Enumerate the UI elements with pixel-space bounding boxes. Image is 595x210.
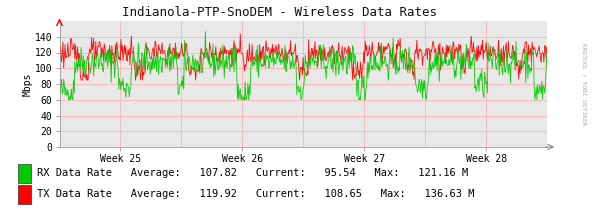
Text: Indianola-PTP-SnoDEM - Wireless Data Rates: Indianola-PTP-SnoDEM - Wireless Data Rat…: [122, 6, 437, 19]
Text: TX Data Rate   Average:   119.92   Current:   108.65   Max:   136.63 M: TX Data Rate Average: 119.92 Current: 10…: [37, 189, 474, 199]
Text: RX Data Rate   Average:   107.82   Current:   95.54   Max:   121.16 M: RX Data Rate Average: 107.82 Current: 95…: [37, 168, 468, 178]
Y-axis label: Mbps: Mbps: [22, 72, 32, 96]
Text: RRDTOOL / TOBI OETIKER: RRDTOOL / TOBI OETIKER: [582, 43, 587, 125]
